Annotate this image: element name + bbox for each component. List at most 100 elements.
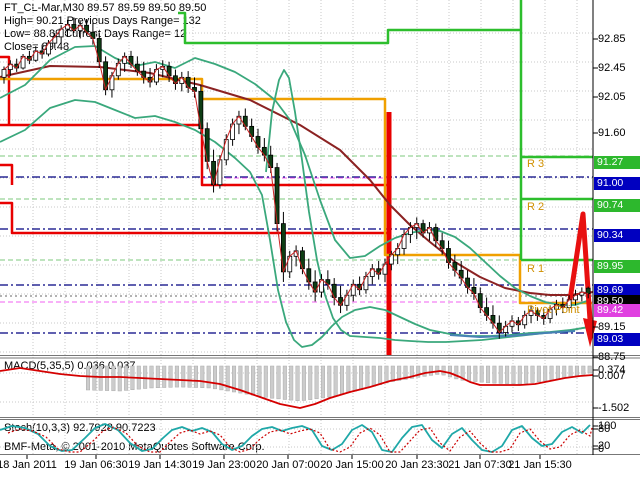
price-badge-green: 90.74 [594,198,640,212]
bb-lower [0,99,591,348]
support-flat-blue [449,330,576,338]
macd-histogram-bar [301,365,306,401]
stoch-d-line [7,426,593,453]
macd-histogram-bar [467,365,471,382]
macd-histogram-bar [447,365,452,378]
price-axis-label: 20 [598,440,611,452]
macd-histogram-bar [105,365,110,391]
macd-histogram-bar [441,365,446,376]
time-axis-label: 19 Jan 23:00 [192,459,256,471]
close-price-line [3,23,589,334]
macd-histogram-bar [98,365,103,391]
macd-histogram-bar [143,365,148,389]
macd-histogram-bar [181,365,186,388]
macd-histogram-bar [403,365,408,380]
time-axis-label: 21 Jan 15:30 [508,459,572,471]
time-axis-label: 21 Jan 07:30 [448,459,512,471]
macd-histogram-bar [327,365,332,398]
macd-histogram-bar [111,365,116,392]
macd-histogram-bar [225,365,230,392]
macd-histogram-bar [543,365,548,382]
macd-histogram-bar [428,365,433,376]
macd-histogram-bar [276,365,281,400]
macd-histogram-bar [187,365,192,388]
price-badge-green: 91.27 [594,155,640,169]
macd-histogram-bar [422,365,427,377]
macd-histogram-bar [232,365,237,393]
macd-histogram-bar [378,365,383,385]
stoch-k-line [0,423,591,453]
macd-histogram-bar [263,365,268,398]
red-step-d [0,201,389,235]
macd-histogram-bar [206,365,211,389]
macd-histogram-bar [460,365,465,381]
macd-histogram-bar [371,365,376,387]
time-axis-label: 19 Jan 06:30 [64,459,128,471]
macd-histogram-bar [295,365,300,402]
macd-histogram-bar [384,365,389,384]
macd-histogram-bar [340,365,344,395]
macd-histogram-bar [117,365,122,392]
pivot-level-label: R 1 [527,263,545,275]
macd-histogram-bar [492,365,497,384]
macd-histogram-bar [479,365,484,383]
macd-histogram-bar [581,365,586,375]
macd-histogram-bar [416,365,421,378]
macd-histogram-bar [409,365,414,379]
macd-histogram-bar [244,365,249,395]
macd-histogram-bar [473,365,478,382]
macd-histogram-bar [555,365,560,380]
macd-histogram-bar [282,365,287,400]
macd-histogram-bar [155,365,160,388]
time-axis-label: 19 Jan 14:30 [128,459,192,471]
pivot-level-label: Pivot Point [527,304,580,316]
price-axis-label: 0 [598,443,605,455]
price-axis-label: 0.374 [598,364,626,376]
macd-histogram-bar [333,365,338,396]
macd-histogram-bar [320,365,325,399]
arrow-shaft [567,211,593,321]
orange-pivot-steps [0,77,592,305]
macd-histogram-bar [435,365,440,375]
high-range-line: High= 90.21 Previous Days Range= 132 [4,15,201,27]
macd-histogram-bar [270,365,275,399]
macd-histogram-bar [486,365,491,384]
macd-histogram-bar [200,365,205,388]
macd-histogram-bar [289,365,294,401]
price-badge-magenta: 89.42 [594,303,640,317]
price-axis-label: -1.502 [598,402,630,414]
price-axis-label: 0.007 [598,370,626,382]
price-axis-label: 92.45 [598,62,626,74]
macd-histogram-bar [308,365,313,400]
green-steps-top [178,11,521,45]
macd-histogram-bar [257,365,262,397]
macd-histogram-bar [149,365,154,389]
candle-body [1,69,7,78]
macd-histogram-bar [193,365,198,388]
price-badge-blue: 89.03 [594,332,640,346]
red-step-a [0,55,11,125]
price-badge-green: 89.95 [594,259,640,273]
symbol-ohlc-title: FT_CL-Mar,M30 89.57 89.59 89.50 89.50 [4,2,207,14]
price-axis-label: 92.05 [598,91,626,103]
price-axis-label: 100 [598,420,617,432]
pivot-level-label: R 2 [527,201,545,213]
macd-histogram-bar [549,365,554,381]
macd-histogram-bar [251,365,256,396]
price-axis-label: 80 [598,423,611,435]
red-step-c [0,163,14,185]
macd-histogram-bar [92,365,97,391]
macd-histogram-bar [505,365,510,384]
time-axis-label: 20 Jan 23:30 [385,459,449,471]
time-axis-label: 20 Jan 15:00 [320,459,384,471]
pivot-level-label: R 3 [527,158,545,170]
time-axis-label: 20 Jan 07:00 [256,459,320,471]
price-axis-label: 92.85 [598,33,626,45]
macd-histogram-bar [365,365,370,389]
macd-histogram-bar [568,365,573,378]
macd-signal-line [0,367,594,409]
price-badge-blue: 89.69 [594,283,640,297]
macd-histogram-bar [511,365,516,385]
